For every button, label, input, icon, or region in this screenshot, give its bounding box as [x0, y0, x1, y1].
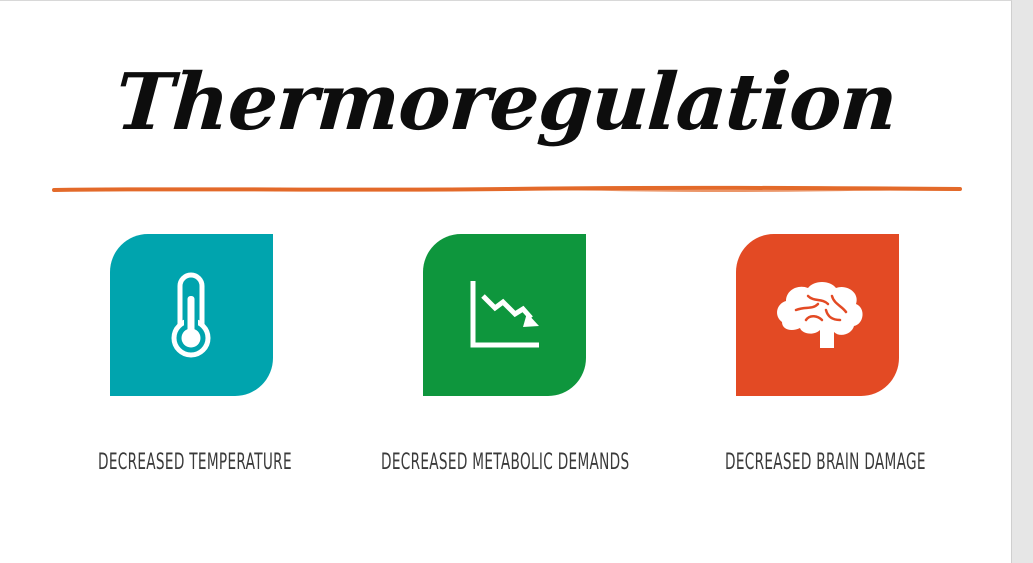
window-gutter: [1012, 0, 1033, 563]
card-label-brain-damage: DECREASED BRAIN DAMAGE: [725, 450, 926, 475]
card-label-temperature: DECREASED TEMPERATURE: [98, 450, 292, 475]
card-label-metabolic-demands: DECREASED METABOLIC DEMANDS: [381, 450, 630, 475]
brain-icon: [777, 282, 863, 348]
slide: Thermoregulation DECREASED TEMPERATURE D…: [0, 0, 1012, 563]
slide-title: Thermoregulation: [112, 57, 900, 148]
thermometer-icon: [171, 272, 211, 358]
card-temperature: [110, 234, 273, 396]
title-underline: [52, 185, 962, 192]
card-metabolic-demands: [423, 234, 586, 396]
card-brain-damage: [736, 234, 899, 396]
declining-chart-icon: [470, 281, 539, 348]
